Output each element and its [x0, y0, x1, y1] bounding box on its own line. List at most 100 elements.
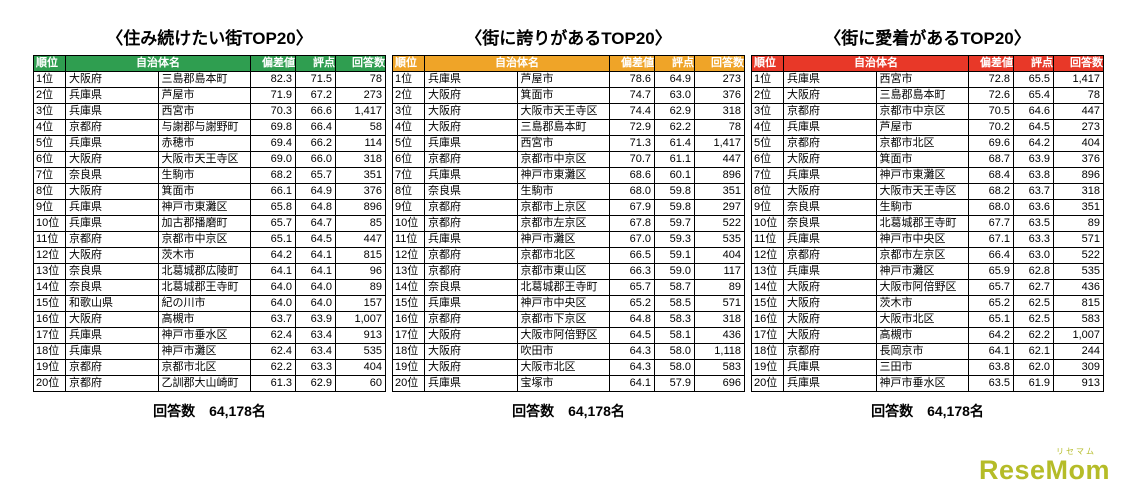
score-cell: 66.4 [295, 119, 336, 136]
table-row: 15位 和歌山県 紀の川市 64.0 64.0 157 [33, 295, 386, 312]
prefecture-cell: 大阪府 [424, 87, 518, 104]
score-cell: 62.9 [654, 103, 695, 120]
prefecture-cell: 兵庫県 [424, 295, 518, 312]
responses-cell: 535 [335, 343, 386, 360]
prefecture-cell: 奈良県 [65, 263, 159, 280]
deviation-cell: 64.2 [250, 247, 296, 264]
rank-cell: 16位 [33, 311, 66, 328]
score-cell: 66.2 [295, 135, 336, 152]
deviation-cell: 65.7 [968, 279, 1014, 296]
score-cell: 65.5 [1013, 71, 1054, 88]
prefecture-cell: 大阪府 [783, 87, 877, 104]
table-title: 〈街に誇りがあるTOP20〉 [465, 29, 672, 48]
table-header: 順位 自治体名 偏差値 評点 回答数 [33, 55, 386, 72]
prefecture-cell: 京都府 [424, 311, 518, 328]
city-cell: 与謝郡与謝野町 [157, 119, 251, 136]
city-cell: 箕面市 [516, 87, 610, 104]
table-body: 1位 兵庫県 西宮市 72.8 65.5 1,417 2位 大阪府 三島郡島本町 72.6 65.4… [751, 71, 1104, 392]
prefecture-cell: 大阪府 [783, 327, 877, 344]
responses-cell: 376 [1053, 151, 1104, 168]
table-row: 13位 兵庫県 神戸市灘区 65.9 62.8 535 [751, 263, 1104, 280]
prefecture-cell: 京都府 [65, 359, 159, 376]
responses-cell: 535 [694, 231, 745, 248]
responses-cell: 447 [694, 151, 745, 168]
score-cell: 61.4 [654, 135, 695, 152]
prefecture-cell: 大阪府 [424, 103, 518, 120]
city-cell: 神戸市東灘区 [157, 199, 251, 216]
table-body: 1位 大阪府 三島郡島本町 82.3 71.5 78 2位 兵庫県 芦屋市 71.9 67.2 273… [33, 71, 386, 392]
table-row: 5位 兵庫県 西宮市 71.3 61.4 1,417 [392, 135, 745, 152]
city-cell: 神戸市中央区 [875, 231, 969, 248]
city-cell: 三島郡島本町 [875, 87, 969, 104]
city-cell: 京都市上京区 [516, 199, 610, 216]
city-cell: 生駒市 [157, 167, 251, 184]
table-row: 2位 大阪府 箕面市 74.7 63.0 376 [392, 87, 745, 104]
rank-cell: 4位 [392, 119, 425, 136]
rank-cell: 2位 [33, 87, 66, 104]
prefecture-cell: 奈良県 [65, 167, 159, 184]
city-cell: 北葛城郡広陵町 [157, 263, 251, 280]
score-cell: 62.7 [1013, 279, 1054, 296]
prefecture-cell: 大阪府 [783, 183, 877, 200]
responses-cell: 522 [694, 215, 745, 232]
prefecture-cell: 兵庫県 [424, 71, 518, 88]
responses-cell: 85 [335, 215, 386, 232]
table-row: 8位 大阪府 大阪市天王寺区 68.2 63.7 318 [751, 183, 1104, 200]
prefecture-cell: 京都府 [424, 215, 518, 232]
city-cell: 箕面市 [875, 151, 969, 168]
prefecture-cell: 大阪府 [65, 311, 159, 328]
deviation-cell: 66.4 [968, 247, 1014, 264]
prefecture-cell: 兵庫県 [783, 359, 877, 376]
table-row: 9位 京都府 京都市上京区 67.9 59.8 297 [392, 199, 745, 216]
table-row: 7位 兵庫県 神戸市東灘区 68.6 60.1 896 [392, 167, 745, 184]
prefecture-cell: 大阪府 [424, 359, 518, 376]
deviation-cell: 71.9 [250, 87, 296, 104]
prefecture-cell: 兵庫県 [424, 135, 518, 152]
table-row: 5位 京都府 京都市北区 69.6 64.2 404 [751, 135, 1104, 152]
score-cell: 64.9 [654, 71, 695, 88]
city-cell: 長岡京市 [875, 343, 969, 360]
rank-cell: 16位 [751, 311, 784, 328]
city-cell: 大阪市北区 [516, 359, 610, 376]
table-row: 1位 兵庫県 西宮市 72.8 65.5 1,417 [751, 71, 1104, 88]
rank-cell: 14位 [392, 279, 425, 296]
city-cell: 西宮市 [875, 71, 969, 88]
city-cell: 大阪市阿倍野区 [516, 327, 610, 344]
respondents-total: 回答数 64,178名 [751, 401, 1104, 421]
city-cell: 神戸市灘区 [875, 263, 969, 280]
rank-cell: 3位 [33, 103, 66, 120]
deviation-cell: 70.3 [250, 103, 296, 120]
header-score: 評点 [654, 55, 695, 72]
deviation-cell: 66.1 [250, 183, 296, 200]
prefecture-cell: 奈良県 [783, 199, 877, 216]
score-cell: 64.9 [295, 183, 336, 200]
table-row: 13位 京都府 京都市東山区 66.3 59.0 117 [392, 263, 745, 280]
prefecture-cell: 大阪府 [783, 295, 877, 312]
resemom-logo-kana: リセマム [1056, 447, 1096, 456]
table-row: 11位 兵庫県 神戸市中央区 67.1 63.3 571 [751, 231, 1104, 248]
score-cell: 63.3 [295, 359, 336, 376]
table-title: 〈住み続けたい街TOP20〉 [106, 29, 313, 48]
table-row: 15位 兵庫県 神戸市中央区 65.2 58.5 571 [392, 295, 745, 312]
deviation-cell: 72.8 [968, 71, 1014, 88]
table-row: 10位 奈良県 北葛城郡王寺町 67.7 63.5 89 [751, 215, 1104, 232]
score-cell: 64.5 [295, 231, 336, 248]
score-cell: 59.7 [654, 215, 695, 232]
table-row: 16位 大阪府 大阪市北区 65.1 62.5 583 [751, 311, 1104, 328]
deviation-cell: 65.8 [250, 199, 296, 216]
header-deviation: 偏差値 [250, 55, 296, 72]
city-cell: 高槻市 [875, 327, 969, 344]
table-row: 14位 奈良県 北葛城郡王寺町 65.7 58.7 89 [392, 279, 745, 296]
city-cell: 京都市左京区 [516, 215, 610, 232]
rank-cell: 15位 [33, 295, 66, 312]
rank-cell: 3位 [751, 103, 784, 120]
table-row: 14位 大阪府 大阪市阿倍野区 65.7 62.7 436 [751, 279, 1104, 296]
city-cell: 芦屋市 [157, 87, 251, 104]
deviation-cell: 67.0 [609, 231, 655, 248]
rank-cell: 9位 [751, 199, 784, 216]
prefecture-cell: 大阪府 [65, 71, 159, 88]
deviation-cell: 70.2 [968, 119, 1014, 136]
city-cell: 大阪市阿倍野区 [875, 279, 969, 296]
rank-cell: 4位 [33, 119, 66, 136]
prefecture-cell: 和歌山県 [65, 295, 159, 312]
